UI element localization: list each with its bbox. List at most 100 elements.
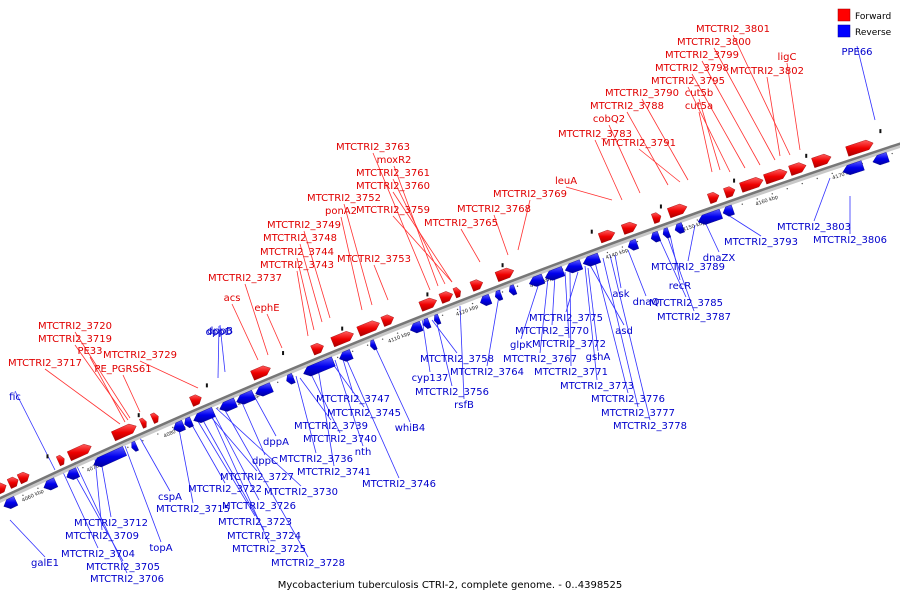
reverse-gene-label: MTCTRI2_3793: [724, 237, 798, 248]
forward-label-leader: [638, 148, 681, 183]
ruler-dot: [22, 494, 24, 496]
reverse-gene-label: MTCTRI2_3746: [362, 479, 436, 490]
forward-gene-arrow: [150, 412, 159, 424]
ruler-dot: [157, 433, 159, 435]
forward-gene-arrow: [111, 423, 137, 442]
feature-marker: [659, 204, 662, 209]
reverse-gene-arrow: [528, 273, 546, 287]
reverse-gene-label: MTCTRI2_3724: [227, 531, 301, 542]
feature-marker: [46, 454, 49, 459]
forward-label-leader: [122, 374, 141, 413]
forward-gene-arrow: [189, 394, 202, 407]
forward-gene-label: PE33: [77, 346, 102, 357]
forward-gene-label: MTCTRI2_3768: [457, 204, 531, 215]
reverse-label-leader: [431, 319, 458, 354]
reverse-gene-label: MTCTRI2_3771: [534, 367, 608, 378]
ruler-dot: [741, 203, 744, 205]
forward-gene-label: MTCTRI2_3783: [558, 129, 632, 140]
forward-gene-label: MTCTRI2_3749: [267, 220, 341, 231]
forward-label-leader: [296, 270, 309, 337]
forward-gene-label: PE_PGRS61: [94, 364, 151, 375]
reverse-gene-label: MTCTRI2_3726: [222, 501, 296, 512]
reverse-gene-arrow: [173, 420, 186, 433]
forward-gene-label: MTCTRI2_3795: [651, 76, 725, 87]
reverse-label-leader: [602, 257, 639, 408]
forward-label-leader: [139, 360, 199, 389]
reverse-label-leader: [211, 409, 260, 501]
reverse-gene-arrow: [93, 446, 127, 468]
forward-gene-arrow: [452, 287, 461, 299]
reverse-gene-label: PPE66: [841, 47, 872, 58]
reverse-label-leader: [195, 417, 256, 517]
label-leader-lines: [9, 34, 876, 574]
legend-reverse-label: Reverse: [855, 28, 892, 38]
ruler-dot: [172, 426, 174, 429]
forward-label-leader: [493, 214, 509, 256]
reverse-label-leader: [609, 254, 651, 421]
forward-gene-label: MTCTRI2_3719: [38, 334, 112, 345]
reverse-gene-label: glpK: [510, 340, 532, 351]
forward-gene-label: MTCTRI2_3798: [655, 63, 729, 74]
reverse-label-leader: [295, 375, 317, 454]
reverse-gene-arrow: [236, 389, 256, 405]
forward-gene-arrow: [438, 291, 453, 304]
forward-gene-label: MTCTRI2_3729: [103, 350, 177, 361]
reverse-gene-label: MTCTRI2_3778: [613, 421, 687, 432]
forward-label-leader: [372, 152, 431, 291]
forward-gene-arrow: [469, 279, 484, 292]
forward-gene-label: cobQ2: [593, 114, 625, 125]
forward-gene-label: ponA2: [325, 206, 357, 217]
reverse-gene-label: whiB4: [395, 423, 426, 434]
forward-gene-label: MTCTRI2_3753: [337, 254, 411, 265]
reverse-gene-label: MTCTRI2_3745: [327, 408, 401, 419]
ruler-dot: [336, 356, 339, 359]
reverse-gene-label: MTCTRI2_3723: [218, 517, 292, 528]
forward-gene-label: MTCTRI2_3763: [336, 142, 410, 153]
forward-gene-label: MTCTRI2_3761: [356, 168, 430, 179]
reverse-label-leader: [14, 390, 56, 471]
reverse-label-leader: [329, 359, 365, 408]
forward-gene-label: MTCTRI2_3802: [730, 66, 804, 77]
forward-label-leader: [698, 98, 721, 171]
reverse-label-leader: [341, 355, 354, 394]
forward-gene-arrow: [6, 476, 19, 489]
reverse-label-leader: [371, 339, 411, 423]
forward-label-leader: [786, 62, 801, 151]
reverse-gene-arrow: [508, 284, 518, 296]
reverse-label-leader: [344, 355, 400, 479]
forward-gene-label: MTCTRI2_3743: [260, 260, 334, 271]
ruler-dot: [217, 407, 219, 409]
forward-gene-arrow: [763, 168, 788, 185]
feature-marker: [137, 413, 140, 418]
reverse-gene-arrow: [3, 496, 19, 509]
ruler-dot: [786, 187, 788, 190]
forward-label-leader: [296, 257, 315, 331]
reverse-gene-label: MTCTRI2_3705: [86, 562, 160, 573]
reverse-gene-arrow: [494, 289, 504, 301]
forward-gene-arrow: [55, 454, 65, 467]
ruler-tick-label: 4140 kbp: [605, 247, 629, 261]
forward-gene-label: MTCTRI2_3765: [424, 218, 498, 229]
reverse-gene-label: MTCTRI2_3715: [156, 504, 230, 515]
reverse-label-leader: [667, 237, 695, 312]
reverse-gene-label: MTCTRI2_3725: [232, 544, 306, 555]
ruler-dot: [636, 240, 639, 243]
forward-gene-arrow: [651, 212, 662, 224]
forward-gene-label: MTCTRI2_3760: [356, 181, 430, 192]
forward-label-leader: [626, 111, 669, 186]
forward-gene-label: MTCTRI2_3791: [602, 138, 676, 149]
reverse-gene-arrow: [193, 407, 216, 424]
legend-forward-swatch: [837, 8, 851, 22]
reverse-gene-label: MTCTRI2_3773: [560, 381, 634, 392]
reverse-gene-label: dppD: [206, 327, 233, 338]
genome-backbone-shadow: [0, 143, 900, 503]
reverse-gene-arrow: [544, 266, 566, 281]
forward-gene-label: cut5a: [685, 101, 713, 112]
ruler-dot: [127, 446, 129, 449]
reverse-label-leader: [177, 423, 194, 504]
ruler-dot: [471, 302, 474, 305]
reverse-label-leader: [209, 411, 270, 544]
forward-gene-arrow: [597, 229, 616, 244]
